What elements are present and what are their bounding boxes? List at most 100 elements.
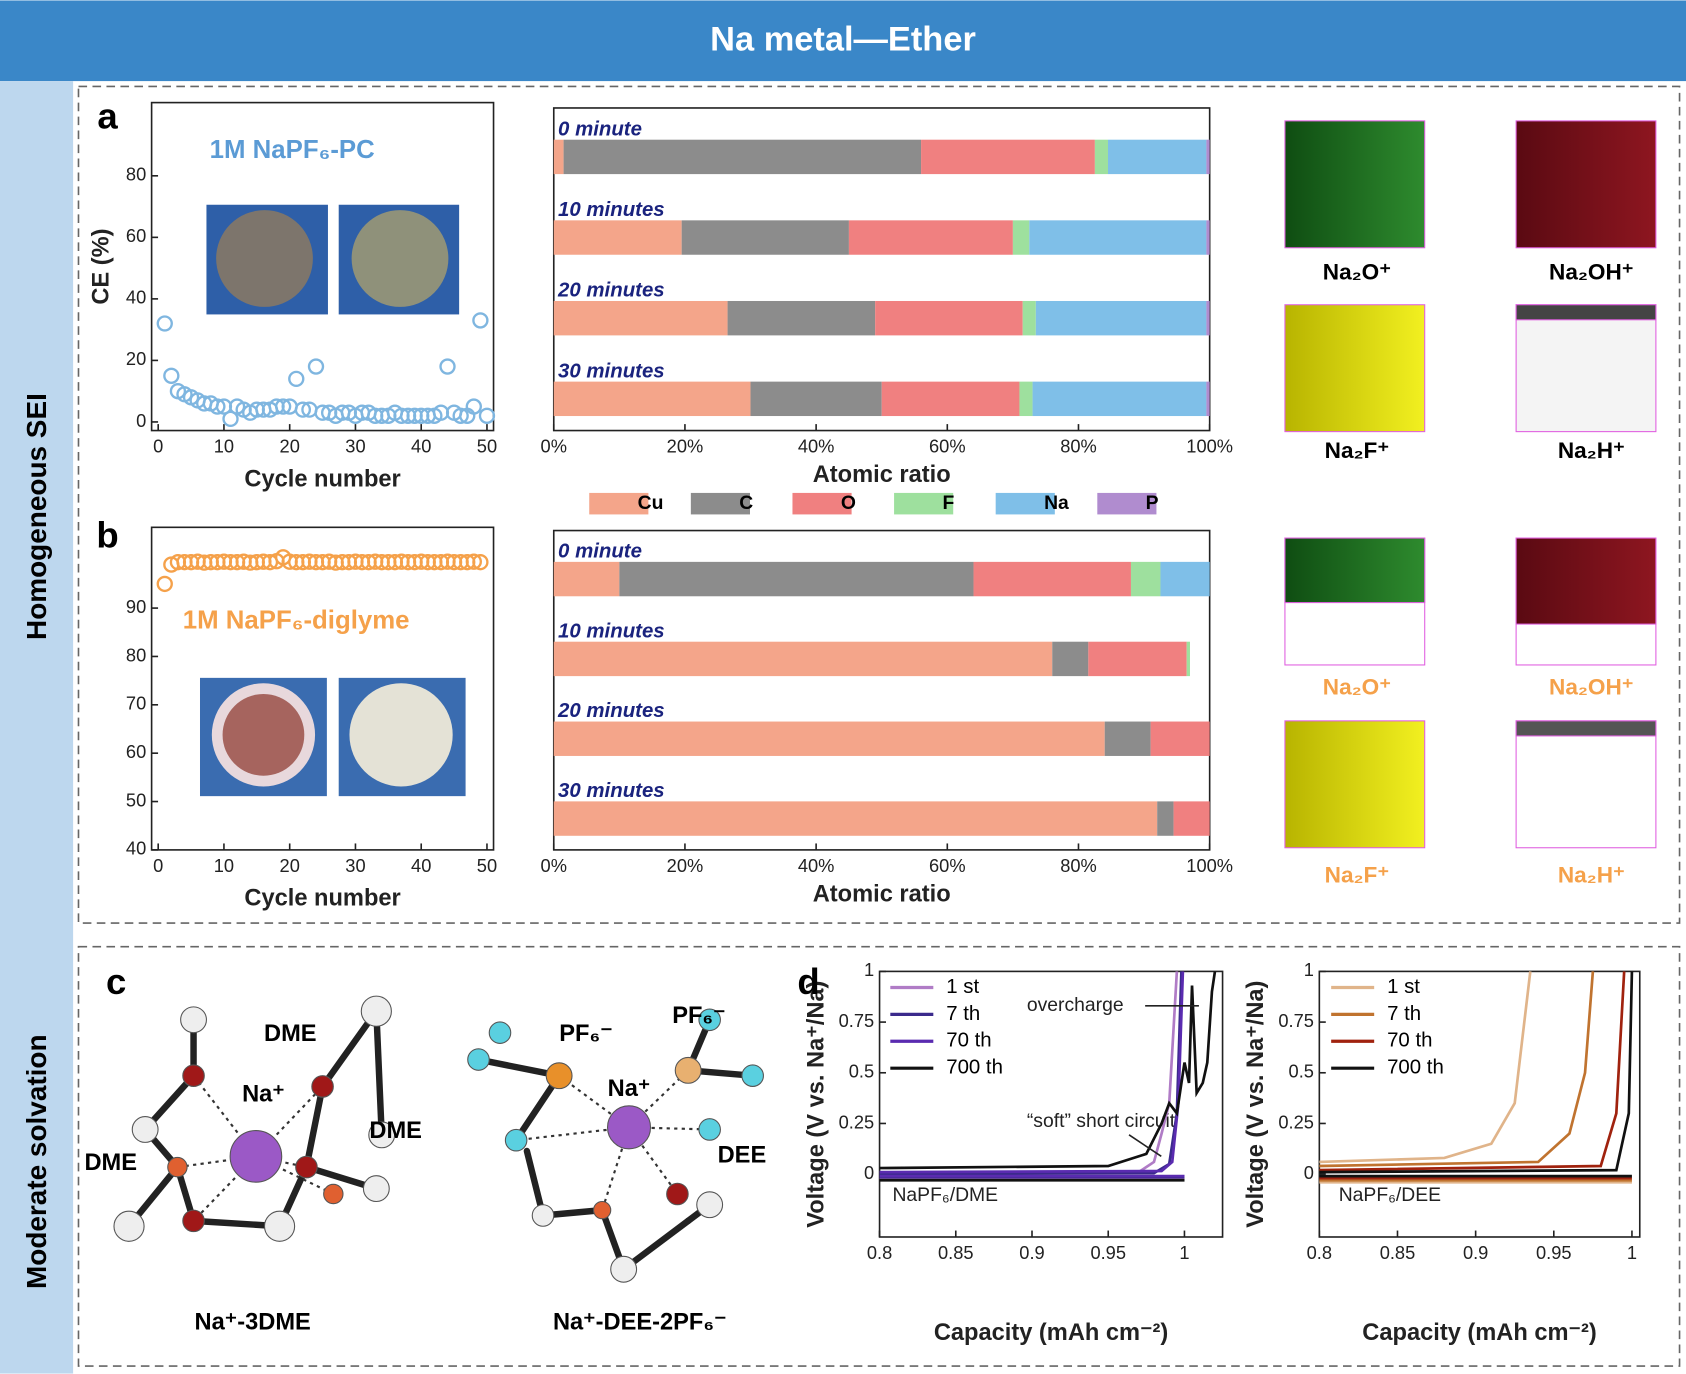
- molecule-label: DME: [264, 1021, 317, 1047]
- legend-swatch: [690, 492, 750, 515]
- category-label: 0 minute: [558, 118, 642, 140]
- legend-label: C: [739, 492, 753, 514]
- y-tick-label: 40: [126, 287, 146, 308]
- x-tick-label: 80%: [1060, 855, 1097, 876]
- bar-segment: [1186, 641, 1190, 677]
- x-tick-label: 0.85: [1380, 1242, 1416, 1263]
- bar-segment: [1150, 721, 1210, 756]
- point: [163, 367, 180, 384]
- x-axis-title: Cycle number: [244, 466, 400, 492]
- point: [452, 407, 469, 424]
- bar-segment: [553, 220, 682, 255]
- line: [879, 971, 1185, 1178]
- x-tick-label: 1: [1627, 1242, 1637, 1263]
- cube-label: Na₂OH⁺: [1549, 260, 1634, 285]
- legend-label: 700 th: [946, 1057, 1003, 1079]
- molecule-label: DME: [84, 1150, 137, 1176]
- molecule-labels: c DME Na⁺ DME DME Na⁺-3DME PF₆⁻ PF₆⁻ Na⁺…: [84, 961, 766, 1335]
- x-tick-label: 40: [411, 436, 431, 457]
- bar-segment: [1094, 139, 1108, 175]
- point: [472, 553, 489, 571]
- category-label: 30 minutes: [558, 780, 665, 802]
- legend-label: 1 st: [1387, 976, 1420, 998]
- point: [156, 315, 173, 332]
- legend-swatch: [995, 492, 1055, 515]
- annotation: overcharge: [1027, 994, 1124, 1016]
- x-axis-title: Atomic ratio: [813, 881, 951, 907]
- cube-labels: Na₂O⁺ Na₂OH⁺ Na₂F⁺ Na₂H⁺ Na₂O⁺ Na₂OH⁺ Na…: [1323, 260, 1634, 888]
- x-tick-label: 80%: [1060, 436, 1097, 457]
- bar-segment: [553, 139, 564, 175]
- point: [288, 370, 305, 388]
- legend-label: P: [1146, 492, 1159, 514]
- legend-swatch: [894, 492, 954, 515]
- y-tick-label: 40: [126, 838, 146, 859]
- x-tick-label: 20%: [667, 436, 704, 457]
- plot-frame: [1318, 970, 1641, 1238]
- molecule-label: PF₆⁻: [559, 1021, 612, 1047]
- line: [1319, 971, 1632, 1182]
- legend-swatch: [792, 492, 852, 515]
- y-axis-title: CE (%): [88, 228, 114, 304]
- y-tick-label: 20: [126, 348, 146, 369]
- legend-label: Cu: [638, 492, 664, 514]
- molecule-label: Na⁺: [242, 1081, 285, 1107]
- bar-segment: [1032, 381, 1207, 417]
- bar-segment: [727, 300, 876, 336]
- x-tick-label: 0: [153, 855, 163, 876]
- y-tick-label: 0: [1304, 1162, 1314, 1183]
- panel-label: b: [96, 515, 118, 556]
- bar-segment: [1019, 381, 1033, 417]
- legend-label: 7 th: [946, 1003, 980, 1025]
- point: [439, 358, 456, 375]
- x-tick-label: 20: [280, 436, 300, 457]
- bar-segment: [619, 561, 974, 597]
- y-tick-label: 80: [126, 164, 146, 185]
- y-tick-label: 0.25: [839, 1111, 875, 1132]
- bar-segment: [553, 641, 1053, 677]
- bar-segment: [1035, 300, 1207, 336]
- bar-segment: [973, 561, 1131, 597]
- panel-label: d: [797, 961, 819, 1002]
- x-tick-label: 0: [153, 436, 163, 457]
- molecule-label: DME: [369, 1118, 422, 1144]
- point: [222, 410, 239, 428]
- category-label: 0 minute: [558, 541, 642, 563]
- molecule-drawings: [113, 995, 764, 1283]
- cube-label: Na₂F⁺: [1325, 863, 1390, 888]
- annotation: NaPF₆/DME: [892, 1184, 998, 1206]
- x-tick-label: 50: [477, 436, 497, 457]
- x-tick-label: 20: [280, 855, 300, 876]
- line: [1319, 971, 1632, 1180]
- y-tick-label: 60: [126, 741, 146, 762]
- x-tick-label: 60%: [929, 436, 966, 457]
- photo-insets: [199, 204, 466, 797]
- x-tick-label: 1: [1179, 1242, 1189, 1263]
- bar-segment: [553, 721, 1105, 756]
- point: [478, 407, 496, 424]
- y-tick-label: 70: [126, 693, 146, 714]
- category-label: 20 minutes: [557, 280, 665, 302]
- cube-label: Na₂OH⁺: [1549, 675, 1634, 700]
- plot-frame: [150, 101, 495, 432]
- x-tick-label: 10: [214, 436, 234, 457]
- y-tick-label: 0.75: [1278, 1010, 1314, 1031]
- legend-label: O: [841, 492, 856, 514]
- line: [1319, 971, 1632, 1184]
- bar-segment: [553, 561, 620, 597]
- x-tick-label: 0.9: [1463, 1242, 1488, 1263]
- point: [307, 358, 325, 375]
- point: [156, 575, 173, 593]
- x-tick-label: 0%: [541, 436, 567, 457]
- y-axis-title: Voltage (V vs. Na⁺/Na): [1243, 981, 1269, 1228]
- x-tick-label: 40%: [798, 855, 835, 876]
- bar-segment: [1173, 801, 1210, 836]
- molecule-label: Na⁺-DEE-2PF₆⁻: [553, 1309, 727, 1335]
- bar-segment: [1107, 139, 1207, 175]
- bar-segment: [1104, 721, 1151, 756]
- y-tick-label: 0.75: [839, 1010, 875, 1031]
- cube-label: Na₂H⁺: [1558, 438, 1625, 463]
- y-tick-label: 0: [864, 1162, 874, 1183]
- bar-segment: [1022, 300, 1036, 336]
- x-tick-label: 40%: [798, 436, 835, 457]
